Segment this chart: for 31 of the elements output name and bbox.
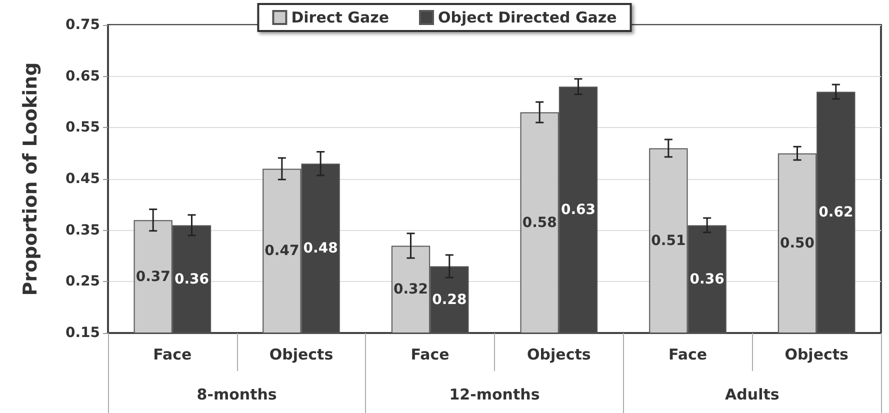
data-label: 0.62	[818, 204, 854, 221]
text: 8-months	[196, 386, 277, 404]
data-label: 0.51	[651, 232, 686, 249]
data-label: 0.36	[690, 271, 724, 288]
legend-label: Object Directed Gaze	[438, 8, 617, 26]
data-label: 0.36	[174, 271, 210, 288]
data-label: 0.48	[303, 240, 338, 257]
y-tick-label: 0.45	[65, 171, 100, 187]
y-tick-label: 0.75	[65, 17, 100, 33]
text: 12-months	[449, 386, 540, 404]
x-tick-label: Face	[668, 346, 708, 364]
y-tick-label: 0.65	[65, 68, 100, 84]
data-label: 0.28	[432, 292, 467, 308]
y-tick-label: 0.55	[65, 120, 100, 136]
data-label: 0.32	[393, 282, 428, 298]
y-tick-label: 0.35	[65, 222, 100, 238]
data-label: 0.50	[780, 235, 815, 252]
data-label: 0.58	[522, 214, 557, 231]
x-tick-label: Objects	[269, 346, 334, 364]
x-tick-label: Face	[410, 346, 450, 364]
x-tick-label: Objects	[784, 346, 849, 364]
data-label: 0.47	[264, 243, 300, 260]
text: Adults	[725, 386, 780, 404]
y-tick-label: 0.15	[65, 325, 100, 341]
x-tick-label: Objects	[527, 346, 591, 364]
y-axis-title: Proportion of Looking	[20, 62, 42, 296]
legend-label: Direct Gaze	[291, 8, 390, 26]
data-label: 0.37	[136, 268, 170, 285]
x-tick-label: Face	[153, 346, 192, 364]
y-tick-label: 0.25	[65, 274, 100, 290]
data-label: 0.63	[560, 202, 596, 218]
